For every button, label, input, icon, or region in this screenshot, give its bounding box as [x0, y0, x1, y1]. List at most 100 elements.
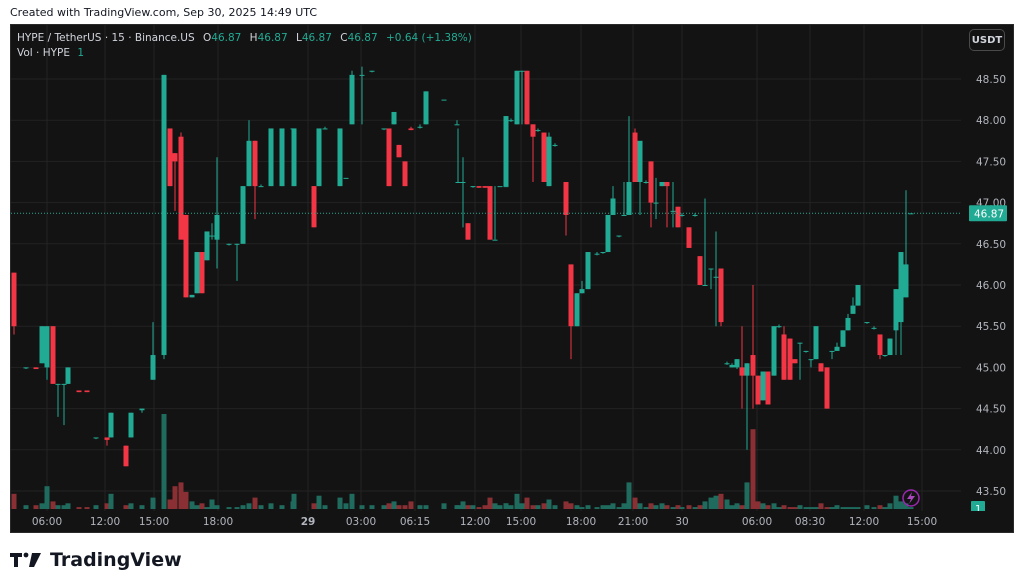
candle-up[interactable]: [194, 252, 200, 294]
candle-up[interactable]: [337, 128, 343, 187]
candle-down[interactable]: [632, 132, 638, 182]
candle-up[interactable]: [898, 252, 904, 323]
candle-up[interactable]: [552, 144, 558, 146]
candle-up[interactable]: [803, 350, 809, 352]
candle-up[interactable]: [204, 231, 210, 261]
candle-up[interactable]: [744, 363, 750, 376]
lightning-icon[interactable]: [902, 489, 920, 507]
candle-up[interactable]: [161, 74, 167, 356]
candle-up[interactable]: [659, 182, 665, 187]
candle-up[interactable]: [492, 239, 498, 241]
candle-up[interactable]: [44, 326, 50, 368]
candle-up[interactable]: [470, 186, 476, 188]
candle-up[interactable]: [808, 359, 814, 361]
candle-up[interactable]: [546, 136, 552, 187]
candle-up[interactable]: [724, 363, 730, 365]
candle-up[interactable]: [708, 268, 714, 270]
candle-up[interactable]: [258, 186, 264, 188]
candle-up[interactable]: [279, 128, 285, 187]
candle-down[interactable]: [172, 153, 178, 162]
candle-up[interactable]: [776, 326, 782, 328]
candle-up[interactable]: [268, 128, 274, 187]
candle-up[interactable]: [381, 128, 387, 130]
candle-up[interactable]: [855, 285, 861, 306]
candle-up[interactable]: [108, 412, 114, 438]
candle-up[interactable]: [637, 140, 643, 182]
candle-up[interactable]: [679, 214, 685, 216]
candle-down[interactable]: [675, 206, 681, 228]
candle-up[interactable]: [579, 289, 585, 294]
candle-up[interactable]: [760, 371, 766, 401]
candle-up[interactable]: [610, 198, 616, 215]
candle-up[interactable]: [441, 99, 447, 101]
candle-up[interactable]: [128, 412, 134, 438]
candle-down[interactable]: [482, 186, 488, 188]
candle-up[interactable]: [893, 289, 899, 331]
candle-up[interactable]: [845, 317, 851, 331]
candle-down[interactable]: [664, 182, 670, 187]
candle-up[interactable]: [850, 305, 856, 314]
candle-down[interactable]: [686, 227, 692, 248]
candle-down[interactable]: [311, 186, 317, 228]
candle-down[interactable]: [476, 186, 482, 188]
candle-up[interactable]: [455, 182, 461, 183]
candle-up[interactable]: [574, 293, 580, 327]
candle-up[interactable]: [692, 214, 698, 216]
time-axis[interactable]: [11, 511, 1014, 533]
candle-down[interactable]: [50, 326, 56, 384]
candle-down[interactable]: [199, 252, 205, 294]
candle-up[interactable]: [61, 383, 67, 385]
candle-up[interactable]: [214, 214, 220, 240]
candle-up[interactable]: [829, 350, 835, 352]
candle-up[interactable]: [621, 214, 627, 216]
candle-up[interactable]: [209, 235, 215, 237]
candle-down[interactable]: [877, 334, 883, 356]
candle-down[interactable]: [487, 186, 493, 240]
candle-up[interactable]: [349, 74, 355, 125]
chart-pane[interactable]: HYPE / TetherUS · 15 · Binance.US O46.87…: [10, 24, 1014, 533]
volume-label[interactable]: Vol · HYPE: [17, 47, 70, 59]
candle-up[interactable]: [585, 252, 591, 290]
candle-up[interactable]: [150, 355, 156, 380]
candle-down[interactable]: [11, 272, 17, 327]
candle-down[interactable]: [530, 124, 536, 137]
candle-down[interactable]: [792, 359, 798, 364]
candle-down[interactable]: [84, 390, 90, 393]
candle-down[interactable]: [755, 375, 761, 405]
candle-up[interactable]: [903, 264, 909, 298]
candle-down[interactable]: [787, 338, 793, 380]
candle-down[interactable]: [524, 70, 530, 125]
candle-down[interactable]: [818, 363, 824, 372]
candle-down[interactable]: [765, 371, 771, 405]
candle-up[interactable]: [508, 120, 514, 122]
candle-down[interactable]: [697, 256, 703, 285]
candle-up[interactable]: [503, 186, 509, 188]
candle-up[interactable]: [39, 326, 45, 364]
candle-up[interactable]: [497, 186, 503, 188]
candle-up[interactable]: [503, 116, 509, 187]
symbol-title[interactable]: HYPE / TetherUS · 15 · Binance.US: [17, 32, 195, 44]
candle-up[interactable]: [55, 383, 61, 385]
candle-up[interactable]: [417, 126, 423, 128]
candle-down[interactable]: [563, 182, 569, 215]
tradingview-logo[interactable]: TradingView: [10, 549, 182, 571]
candle-up[interactable]: [359, 74, 365, 76]
candle-up[interactable]: [369, 70, 375, 72]
candle-down[interactable]: [76, 390, 82, 393]
candle-up[interactable]: [514, 70, 520, 125]
candle-up[interactable]: [670, 210, 676, 212]
candle-down[interactable]: [739, 367, 745, 376]
candle-up[interactable]: [871, 327, 877, 329]
candle-down[interactable]: [718, 268, 724, 323]
candle-down[interactable]: [750, 355, 756, 376]
candle-up[interactable]: [454, 124, 460, 126]
candle-down[interactable]: [824, 367, 830, 409]
candle-down[interactable]: [781, 334, 787, 380]
candle-up[interactable]: [322, 128, 328, 130]
candle-up[interactable]: [519, 70, 525, 72]
candle-down[interactable]: [33, 367, 39, 370]
candle-up[interactable]: [391, 111, 397, 125]
candle-up[interactable]: [605, 214, 611, 253]
candle-up[interactable]: [65, 367, 71, 384]
candle-up[interactable]: [729, 364, 735, 368]
